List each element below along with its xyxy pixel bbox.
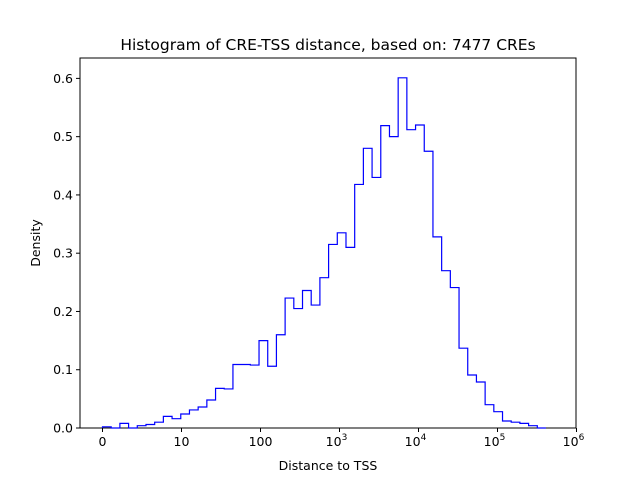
y-tick-label: 0.3 [53,246,73,261]
x-tick-label: 10 [174,434,190,449]
x-axis: 0 10 100 103 104 105 106 [99,428,585,449]
y-tick-label: 0.6 [53,71,73,86]
x-tick-label: 100 [249,434,273,449]
y-tick-label: 0.4 [53,187,73,202]
x-axis-label: Distance to TSS [279,458,378,473]
histogram-step-line [101,77,546,429]
chart-title: Histogram of CRE-TSS distance, based on:… [120,36,535,54]
y-tick-label: 0.1 [53,362,73,377]
x-tick-label: 106 [563,433,585,449]
x-tick-label: 0 [99,434,107,449]
x-tick-label: 103 [326,433,348,449]
y-axis-label: Density [28,219,43,267]
x-tick-label: 105 [484,433,506,449]
y-axis: 0.0 0.1 0.2 0.3 0.4 0.5 0.6 [53,71,80,436]
y-tick-label: 0.2 [53,304,73,319]
y-tick-label: 0.0 [53,421,73,436]
plot-area-frame [79,57,577,429]
y-tick-label: 0.5 [53,129,73,144]
x-tick-label: 104 [405,433,427,449]
